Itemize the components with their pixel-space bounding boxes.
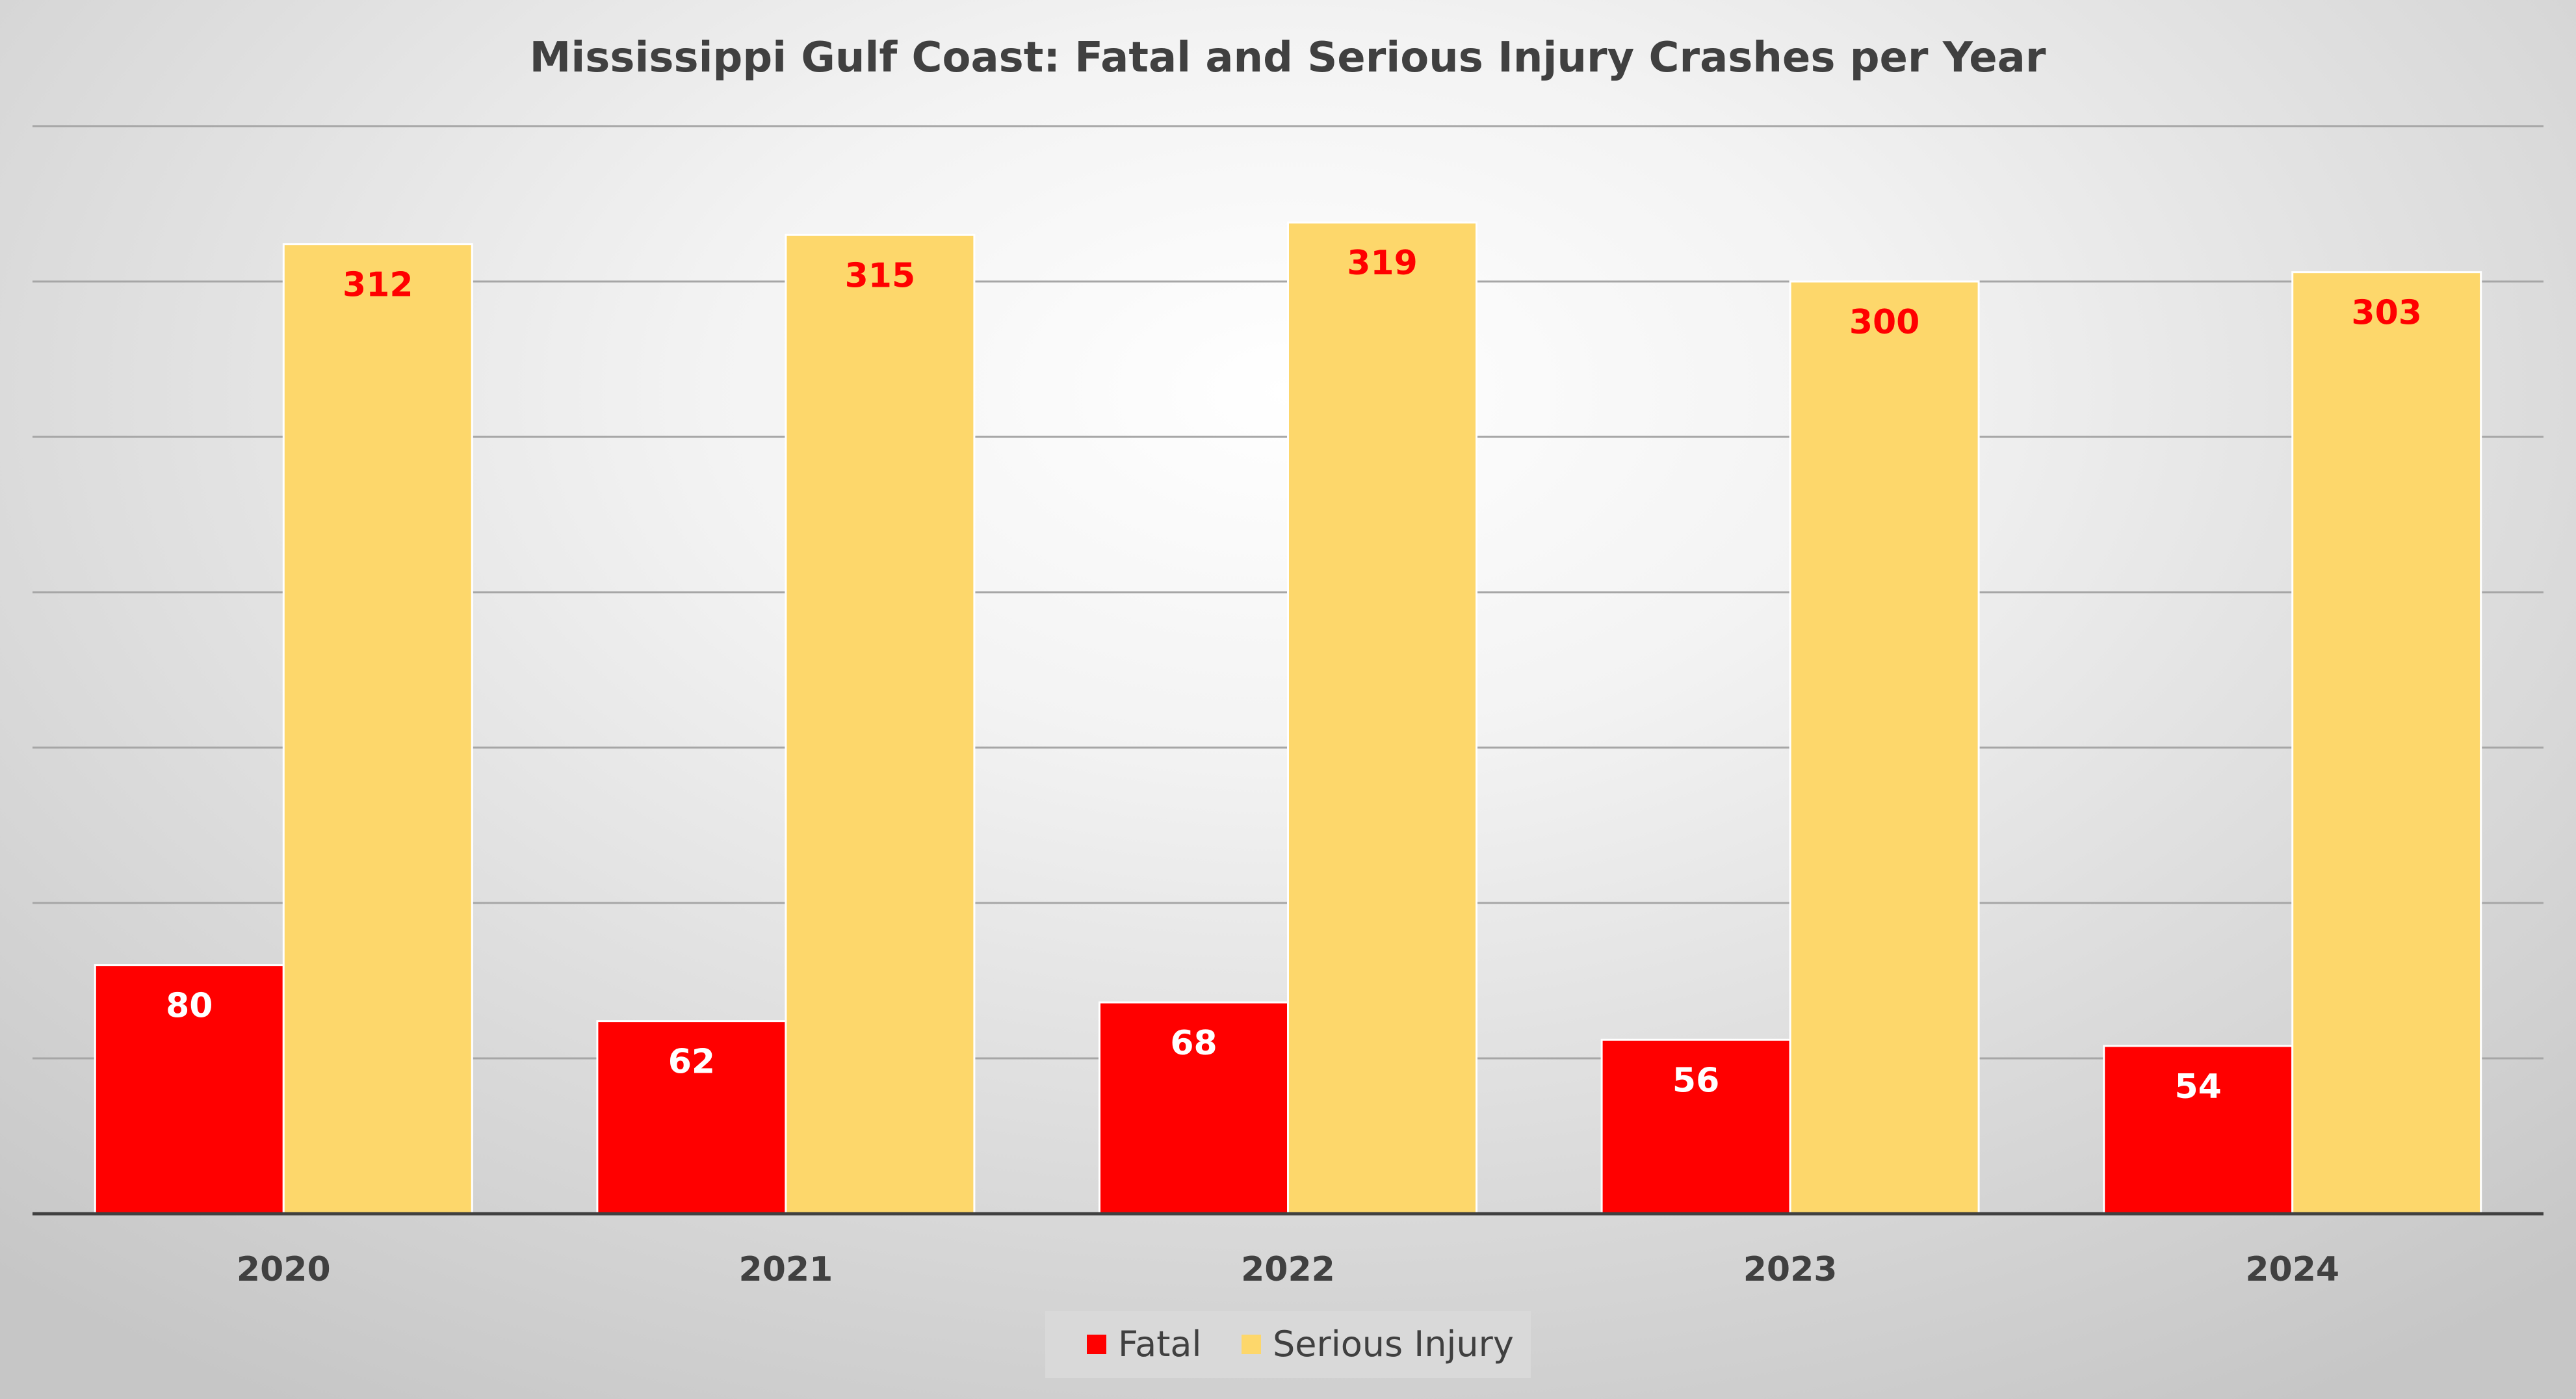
bar-serious-injury-2024 — [2291, 271, 2482, 1215]
data-labels: 80 312 62 315 68 319 56 300 54 303 — [166, 244, 2422, 1106]
data-label-fatal-2023: 56 — [1672, 1061, 1719, 1100]
data-label-serious-injury-2023: 300 — [1849, 303, 1920, 342]
bar-serious-injury-2023 — [1789, 280, 1980, 1215]
bars — [94, 221, 2482, 1215]
x-axis-tick-labels: 2020 2021 2022 2023 2024 — [237, 1250, 2339, 1289]
bar-fatal-2022 — [1099, 1001, 1289, 1215]
data-label-serious-injury-2021: 315 — [845, 256, 916, 295]
bar-serious-injury-2021 — [785, 233, 976, 1215]
legend-label-serious-injury: Serious Injury — [1273, 1324, 1514, 1365]
bar-fatal-2024 — [2103, 1045, 2294, 1215]
data-label-serious-injury-2020: 312 — [343, 266, 413, 305]
data-label-fatal-2020: 80 — [166, 987, 213, 1026]
x-tick-label-2020: 2020 — [237, 1250, 331, 1289]
x-tick-label-2022: 2022 — [1241, 1250, 1335, 1289]
data-label-fatal-2021: 62 — [668, 1043, 715, 1082]
bar-fatal-2021 — [596, 1020, 787, 1215]
data-label-serious-injury-2024: 303 — [2351, 294, 2422, 333]
legend-swatch-fatal — [1087, 1335, 1106, 1354]
legend-box — [1045, 1311, 1531, 1378]
data-label-serious-injury-2022: 319 — [1347, 244, 1418, 283]
legend-swatch-serious-injury — [1242, 1335, 1261, 1354]
legend-label-fatal: Fatal — [1118, 1324, 1201, 1365]
data-label-fatal-2024: 54 — [2175, 1067, 2222, 1106]
data-label-fatal-2022: 68 — [1170, 1024, 1217, 1063]
x-tick-label-2021: 2021 — [739, 1250, 833, 1289]
x-tick-label-2024: 2024 — [2245, 1250, 2339, 1289]
bar-serious-injury-2020 — [282, 243, 473, 1215]
legend: Fatal Serious Injury — [1045, 1311, 1531, 1378]
bar-serious-injury-2022 — [1287, 221, 1477, 1215]
chart-title: Mississippi Gulf Coast: Fatal and Seriou… — [530, 34, 2046, 82]
bar-fatal-2023 — [1600, 1038, 1791, 1215]
x-tick-label-2023: 2023 — [1743, 1250, 1838, 1289]
